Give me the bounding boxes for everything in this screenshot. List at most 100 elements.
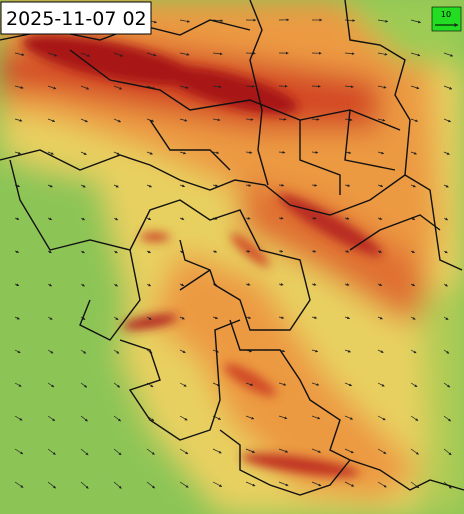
wind-arrow	[80, 382, 88, 388]
wind-arrow	[14, 448, 24, 455]
wind-arrow	[47, 283, 53, 287]
wind-arrow	[344, 85, 354, 89]
wind-arrow	[443, 250, 448, 254]
wind-arrow	[278, 316, 285, 319]
wind-arrow	[443, 415, 451, 422]
wind-arrow	[80, 217, 86, 221]
wind-arrow	[377, 85, 387, 89]
wind-arrow	[146, 316, 152, 320]
wind-arrow	[443, 349, 450, 354]
wind-arrow	[113, 85, 123, 90]
wind-arrow	[443, 85, 453, 90]
wind-arrow	[245, 283, 251, 286]
wind-arrow	[443, 118, 452, 123]
wind-arrow	[443, 184, 449, 188]
wind-arrow	[278, 415, 288, 420]
wind-arrow	[146, 151, 153, 155]
wind-arrow	[311, 118, 320, 121]
wind-arrow	[311, 84, 321, 88]
wind-arrow	[179, 448, 189, 455]
border	[344, 0, 411, 176]
wind-arrow	[113, 283, 118, 287]
wind-arrow	[14, 52, 25, 56]
wind-arrow	[179, 151, 187, 155]
wind-arrow	[410, 349, 417, 354]
wind-arrow	[311, 183, 318, 187]
wind-arrow	[344, 481, 355, 487]
border	[149, 109, 396, 195]
wind-arrow	[344, 52, 355, 56]
wind-arrow	[245, 448, 256, 453]
wind-arrow	[278, 216, 284, 220]
wind-arrow	[80, 250, 85, 254]
wind-arrow	[278, 448, 289, 453]
wind-arrow	[212, 250, 218, 253]
wind-arrow	[47, 415, 56, 422]
wind-arrow	[179, 382, 187, 387]
wind-arrow	[212, 448, 222, 454]
wind-arrow	[80, 448, 89, 456]
wind-arrow	[113, 448, 122, 456]
wind-arrow	[47, 250, 52, 254]
wind-arrow	[278, 183, 285, 187]
wind-arrow	[344, 349, 351, 353]
wind-arrow	[146, 448, 155, 455]
wind-arrow	[14, 217, 20, 220]
wind-arrow	[410, 316, 416, 320]
wind-arrow	[410, 184, 416, 188]
wind-arrow	[47, 184, 53, 188]
wind-arrow	[377, 250, 383, 253]
wind-arrow	[245, 118, 254, 121]
wind-arrow	[278, 150, 286, 154]
wind-arrow	[377, 448, 387, 455]
wind-arrow	[47, 349, 54, 354]
wind-arrow	[179, 85, 189, 89]
wind-arrow	[47, 316, 53, 320]
wind-arrow	[245, 415, 255, 420]
wind-arrow	[146, 481, 156, 489]
wind-arrow	[47, 85, 57, 90]
wind-arrow	[80, 52, 91, 57]
wind-arrow	[377, 184, 384, 188]
wind-arrow	[146, 184, 152, 188]
wind-arrow	[311, 283, 317, 286]
borders	[0, 0, 464, 496]
wind-arrow	[80, 481, 89, 489]
timestamp: 2025-11-07 02	[6, 8, 147, 30]
wind-arrow	[443, 283, 448, 287]
wind-arrow	[14, 349, 21, 354]
wind-arrow	[344, 316, 351, 320]
wind-arrow	[14, 316, 20, 320]
legend-label: 10	[441, 10, 451, 19]
wind-arrow	[113, 481, 122, 489]
border	[349, 214, 441, 251]
wind-arrow	[80, 184, 86, 188]
wind-arrow	[344, 184, 351, 187]
border	[119, 269, 241, 441]
wind-arrow	[47, 52, 58, 57]
wind-arrow	[278, 382, 287, 386]
wind-arrow	[80, 349, 87, 354]
wind-arrow	[212, 184, 219, 187]
wind-arrow	[14, 415, 23, 421]
wind-arrow	[344, 415, 354, 420]
wind-arrow	[179, 481, 189, 488]
wind-arrow	[377, 52, 388, 56]
wind-arrow	[113, 118, 122, 123]
wind-arrow	[278, 283, 284, 286]
wind-arrow	[179, 283, 185, 287]
wind-arrow	[212, 316, 219, 320]
wind-arrow	[146, 250, 151, 254]
wind-arrow	[377, 19, 389, 23]
wind-arrow	[113, 217, 119, 221]
wind-arrow	[377, 151, 385, 155]
wind-arrow	[278, 117, 287, 121]
wind-arrow	[179, 316, 185, 320]
wind-arrow	[212, 481, 223, 487]
wind-arrow	[443, 382, 451, 388]
wind-arrow	[47, 118, 56, 123]
wind-arrow	[47, 448, 56, 455]
wind-arrow	[278, 481, 289, 487]
wind-arrow	[113, 250, 118, 254]
